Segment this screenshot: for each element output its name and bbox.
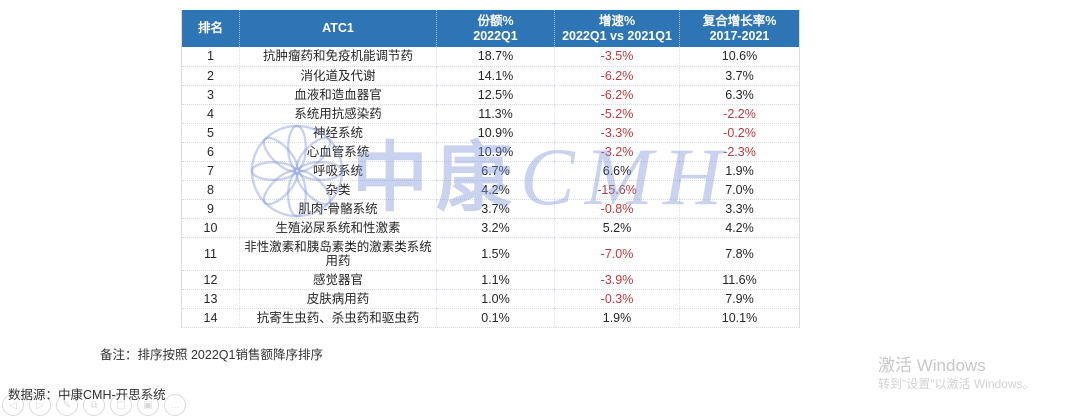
header-rank: 排名 xyxy=(181,10,240,47)
rank-cell: 6 xyxy=(181,142,240,162)
share-cell: 11.3% xyxy=(436,104,555,124)
atc1-ranking-table: 排名 ATC1 份额% 2022Q1 增速% 2022Q1 vs 2021Q1 … xyxy=(181,10,800,328)
windows-activation-subtitle: 转到"设置"以激活 Windows。 xyxy=(878,377,1035,391)
cagr-cell: -0.2% xyxy=(679,123,800,143)
windows-activation-title: 激活 Windows xyxy=(878,356,986,375)
data-table: 排名 ATC1 份额% 2022Q1 增速% 2022Q1 vs 2021Q1 … xyxy=(181,10,800,328)
rank-cell: 2 xyxy=(181,66,240,86)
table-row: 10 生殖泌尿系统和性激素 3.2% 5.2% 4.2% xyxy=(181,218,800,238)
rank-cell: 9 xyxy=(181,199,240,219)
rank-cell: 1 xyxy=(181,47,240,67)
table-body: 1 抗肿瘤药和免疫机能调节药 18.7% -3.5% 10.6% 2 消化道及代谢 14.1%… xyxy=(181,47,800,327)
atc1-cell: 肌肉-骨骼系统 xyxy=(239,199,437,219)
share-cell: 1.0% xyxy=(436,289,555,309)
atc1-cell: 皮肤病用药 xyxy=(239,289,437,309)
share-cell: 0.1% xyxy=(436,308,555,327)
table-header: 排名 ATC1 份额% 2022Q1 增速% 2022Q1 vs 2021Q1 … xyxy=(181,10,800,47)
table-row: 5 神经系统 10.9% -3.3% -0.2% xyxy=(181,123,800,143)
share-cell: 10.9% xyxy=(436,123,555,143)
rank-cell: 3 xyxy=(181,85,240,105)
data-source-note: 数据源：中康CMH-开思系统 xyxy=(8,388,166,402)
cagr-cell: 7.8% xyxy=(679,237,800,271)
rank-cell: 5 xyxy=(181,123,240,143)
growth-cell: 1.9% xyxy=(554,308,680,327)
table-row: 13 皮肤病用药 1.0% -0.3% 7.9% xyxy=(181,289,800,309)
atc1-cell: 消化道及代谢 xyxy=(239,66,437,86)
atc1-cell: 生殖泌尿系统和性激素 xyxy=(239,218,437,238)
growth-cell: -3.9% xyxy=(554,270,680,290)
growth-cell: -6.2% xyxy=(554,66,680,86)
cagr-cell: 6.3% xyxy=(679,85,800,105)
share-cell: 1.1% xyxy=(436,270,555,290)
header-growth: 增速% 2022Q1 vs 2021Q1 xyxy=(554,10,680,47)
atc1-cell: 杂类 xyxy=(239,180,437,200)
cagr-cell: 7.9% xyxy=(679,289,800,309)
header-share: 份额% 2022Q1 xyxy=(436,10,555,47)
rank-cell: 14 xyxy=(203,310,218,325)
growth-cell: -3.2% xyxy=(554,142,680,162)
cagr-cell: 10.6% xyxy=(679,47,800,67)
atc1-cell: 血液和造血器官 xyxy=(239,85,437,105)
atc1-cell: 呼吸系统 xyxy=(239,161,437,181)
cagr-cell: 1.9% xyxy=(679,161,800,181)
growth-cell: -0.3% xyxy=(554,289,680,309)
share-cell: 3.2% xyxy=(436,218,555,238)
growth-cell: -7.0% xyxy=(554,237,680,271)
rank-cell: 12 xyxy=(181,270,240,290)
cagr-cell: 7.0% xyxy=(679,180,800,200)
table-row: 8 杂类 4.2% -15.6% 7.0% xyxy=(181,180,800,200)
rank-cell: 11 xyxy=(181,237,240,271)
growth-cell: -3.3% xyxy=(554,123,680,143)
remark-note: 备注：排序按照 2022Q1销售额降序排序 xyxy=(100,348,323,362)
rank-cell: 13 xyxy=(181,289,240,309)
table-row: 1 抗肿瘤药和免疫机能调节药 18.7% -3.5% 10.6% xyxy=(181,47,800,67)
windows-activation-watermark: 激活 Windows 转到"设置"以激活 Windows。 xyxy=(878,356,1035,392)
cagr-cell: 10.1% xyxy=(679,308,800,327)
share-cell: 1.5% xyxy=(436,237,555,271)
cagr-cell: 11.6% xyxy=(679,270,800,290)
growth-cell: -0.8% xyxy=(554,199,680,219)
table-row: 4 系统用抗感染药 11.3% -5.2% -2.2% xyxy=(181,104,800,124)
table-row: 14 抗寄生虫药、杀虫药和驱虫药 0.1% 1.9% 10.1% xyxy=(182,308,800,327)
cagr-cell: -2.3% xyxy=(679,142,800,162)
rank-cell: 7 xyxy=(181,161,240,181)
growth-cell: -6.2% xyxy=(554,85,680,105)
atc1-cell: 感觉器官 xyxy=(239,270,437,290)
more-icon[interactable]: … xyxy=(164,394,186,416)
share-cell: 12.5% xyxy=(436,85,555,105)
growth-cell: -5.2% xyxy=(554,104,680,124)
cagr-cell: 4.2% xyxy=(679,218,800,238)
table-row: 12 感觉器官 1.1% -3.9% 11.6% xyxy=(181,270,800,290)
cagr-cell: 3.3% xyxy=(679,199,800,219)
rank-cell: 10 xyxy=(181,218,240,238)
growth-cell: 5.2% xyxy=(554,218,680,238)
atc1-cell: 抗寄生虫药、杀虫药和驱虫药 xyxy=(239,308,437,327)
rank-cell: 8 xyxy=(181,180,240,200)
growth-cell: -15.6% xyxy=(554,180,680,200)
cagr-cell: -2.2% xyxy=(679,104,800,124)
table-row: 11 非性激素和胰岛素类的激素类系统用药 1.5% -7.0% 7.8% xyxy=(181,237,800,271)
share-cell: 18.7% xyxy=(436,47,555,67)
atc1-cell: 心血管系统 xyxy=(239,142,437,162)
header-atc1: ATC1 xyxy=(239,10,437,47)
atc1-cell: 非性激素和胰岛素类的激素类系统用药 xyxy=(239,237,437,271)
atc1-cell: 抗肿瘤药和免疫机能调节药 xyxy=(239,47,437,67)
atc1-cell: 神经系统 xyxy=(239,123,437,143)
cagr-cell: 3.7% xyxy=(679,66,800,86)
share-cell: 14.1% xyxy=(436,66,555,86)
share-cell: 3.7% xyxy=(436,199,555,219)
table-row: 2 消化道及代谢 14.1% -6.2% 3.7% xyxy=(181,66,800,86)
share-cell: 6.7% xyxy=(436,161,555,181)
table-row: 3 血液和造血器官 12.5% -6.2% 6.3% xyxy=(181,85,800,105)
table-row: 9 肌肉-骨骼系统 3.7% -0.8% 3.3% xyxy=(181,199,800,219)
table-row: 6 心血管系统 10.9% -3.2% -2.3% xyxy=(181,142,800,162)
growth-cell: 6.6% xyxy=(554,161,680,181)
header-cagr: 复合增长率% 2017-2021 xyxy=(679,10,800,47)
share-cell: 4.2% xyxy=(436,180,555,200)
table-row: 7 呼吸系统 6.7% 6.6% 1.9% xyxy=(181,161,800,181)
rank-cell: 4 xyxy=(181,104,240,124)
share-cell: 10.9% xyxy=(436,142,555,162)
growth-cell: -3.5% xyxy=(554,47,680,67)
atc1-cell: 系统用抗感染药 xyxy=(239,104,437,124)
